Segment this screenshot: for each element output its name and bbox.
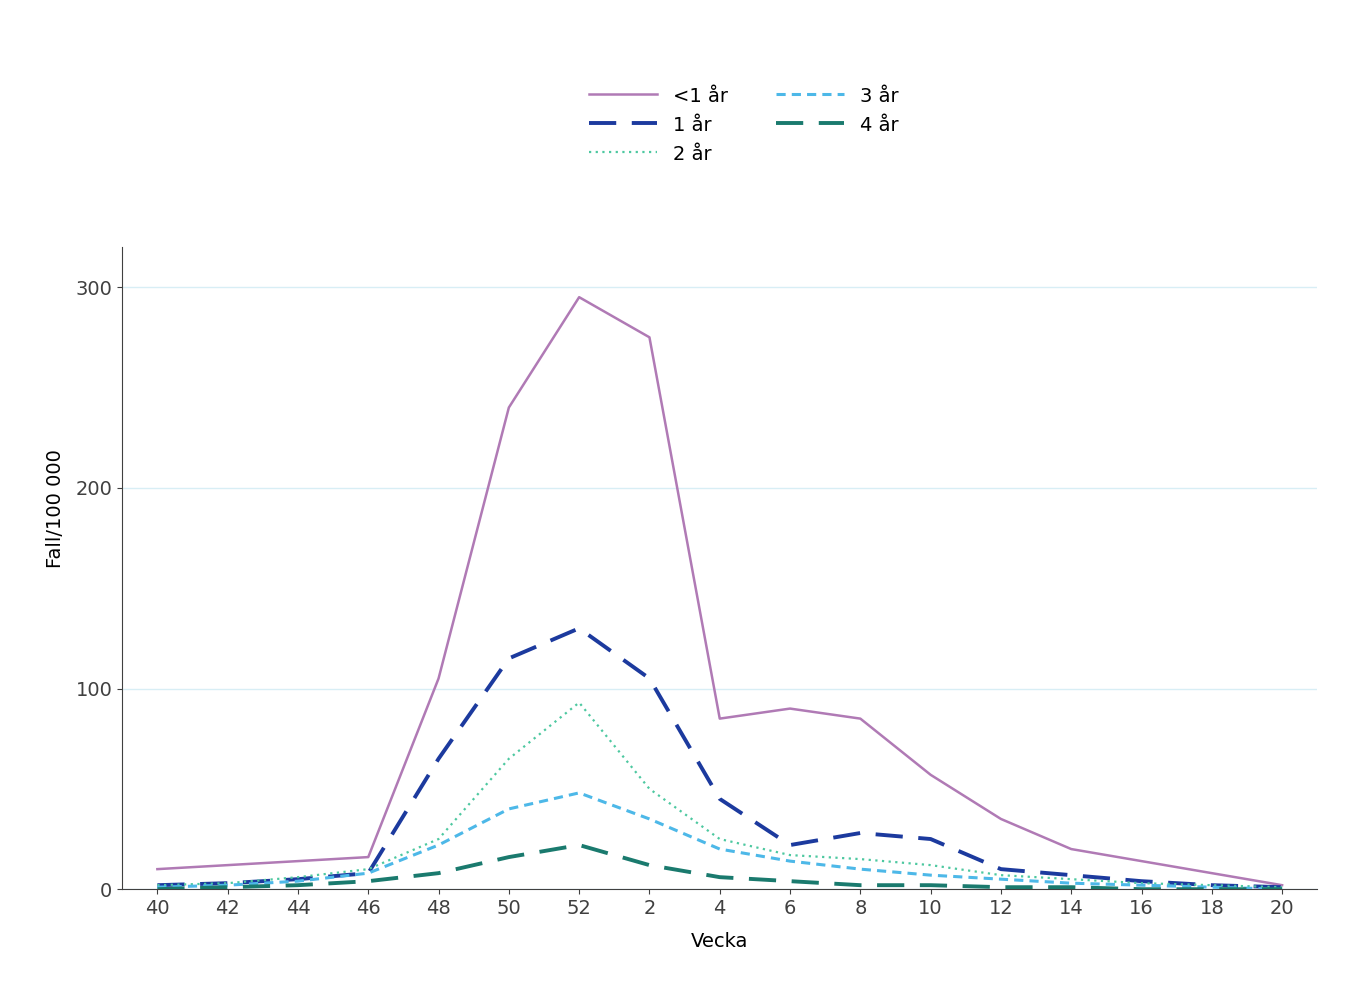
3 år bbox=[853, 864, 869, 875]
2 år bbox=[1134, 877, 1150, 889]
<1 år bbox=[853, 712, 869, 724]
<1 år bbox=[1274, 879, 1290, 891]
2 år bbox=[922, 860, 938, 871]
4 år bbox=[641, 860, 657, 871]
1 år bbox=[220, 877, 236, 889]
1 år bbox=[570, 622, 587, 634]
3 år bbox=[1203, 881, 1219, 893]
<1 år bbox=[289, 856, 306, 867]
<1 år bbox=[641, 331, 657, 343]
3 år bbox=[1274, 883, 1290, 895]
4 år bbox=[149, 883, 166, 895]
<1 år bbox=[922, 769, 938, 781]
4 år bbox=[922, 879, 938, 891]
2 år bbox=[1063, 873, 1080, 885]
2 år bbox=[501, 753, 517, 765]
3 år bbox=[1063, 877, 1080, 889]
Line: 3 år: 3 år bbox=[158, 792, 1282, 889]
1 år bbox=[1063, 869, 1080, 881]
4 år bbox=[853, 879, 869, 891]
<1 år bbox=[1134, 856, 1150, 867]
4 år bbox=[782, 875, 799, 887]
2 år bbox=[993, 869, 1009, 881]
3 år bbox=[570, 786, 587, 798]
1 år bbox=[993, 864, 1009, 875]
Line: <1 år: <1 år bbox=[158, 297, 1282, 885]
<1 år bbox=[360, 852, 376, 864]
1 år bbox=[1203, 879, 1219, 891]
4 år bbox=[1274, 883, 1290, 895]
4 år bbox=[220, 881, 236, 893]
<1 år bbox=[430, 673, 447, 685]
1 år bbox=[782, 839, 799, 851]
1 år bbox=[1274, 881, 1290, 893]
1 år bbox=[1134, 875, 1150, 887]
4 år bbox=[501, 852, 517, 864]
<1 år bbox=[570, 291, 587, 303]
4 år bbox=[360, 875, 376, 887]
3 år bbox=[1134, 879, 1150, 891]
2 år bbox=[289, 871, 306, 883]
4 år bbox=[1134, 883, 1150, 895]
3 år bbox=[220, 879, 236, 891]
1 år bbox=[922, 833, 938, 845]
1 år bbox=[641, 673, 657, 685]
3 år bbox=[360, 867, 376, 879]
2 år bbox=[430, 833, 447, 845]
4 år bbox=[712, 871, 728, 883]
3 år bbox=[641, 813, 657, 825]
2 år bbox=[641, 782, 657, 794]
4 år bbox=[430, 867, 447, 879]
1 år bbox=[853, 827, 869, 839]
2 år bbox=[712, 833, 728, 845]
<1 år bbox=[501, 402, 517, 414]
<1 år bbox=[1203, 867, 1219, 879]
2 år bbox=[220, 877, 236, 889]
1 år bbox=[360, 867, 376, 879]
1 år bbox=[430, 753, 447, 765]
4 år bbox=[993, 881, 1009, 893]
3 år bbox=[922, 869, 938, 881]
4 år bbox=[570, 839, 587, 851]
<1 år bbox=[782, 702, 799, 714]
1 år bbox=[712, 793, 728, 805]
X-axis label: Vecka: Vecka bbox=[691, 932, 748, 950]
3 år bbox=[993, 873, 1009, 885]
<1 år bbox=[220, 860, 236, 871]
<1 år bbox=[1063, 843, 1080, 855]
1 år bbox=[501, 652, 517, 664]
2 år bbox=[1203, 879, 1219, 891]
Line: 4 år: 4 år bbox=[158, 845, 1282, 889]
<1 år bbox=[993, 813, 1009, 825]
4 år bbox=[289, 879, 306, 891]
2 år bbox=[570, 697, 587, 708]
1 år bbox=[289, 873, 306, 885]
3 år bbox=[712, 843, 728, 855]
Y-axis label: Fall/100 000: Fall/100 000 bbox=[46, 450, 65, 568]
Legend: <1 år, 1 år, 2 år, 3 år, 4 år: <1 år, 1 år, 2 år, 3 år, 4 år bbox=[580, 77, 909, 174]
4 år bbox=[1203, 883, 1219, 895]
2 år bbox=[360, 864, 376, 875]
Line: 1 år: 1 år bbox=[158, 628, 1282, 887]
<1 år bbox=[712, 712, 728, 724]
2 år bbox=[149, 879, 166, 891]
2 år bbox=[1274, 881, 1290, 893]
Line: 2 år: 2 år bbox=[158, 702, 1282, 887]
2 år bbox=[782, 849, 799, 861]
3 år bbox=[289, 875, 306, 887]
3 år bbox=[782, 856, 799, 867]
3 år bbox=[501, 803, 517, 815]
2 år bbox=[853, 854, 869, 865]
4 år bbox=[1063, 881, 1080, 893]
1 år bbox=[149, 879, 166, 891]
<1 år bbox=[149, 864, 166, 875]
3 år bbox=[430, 839, 447, 851]
3 år bbox=[149, 881, 166, 893]
